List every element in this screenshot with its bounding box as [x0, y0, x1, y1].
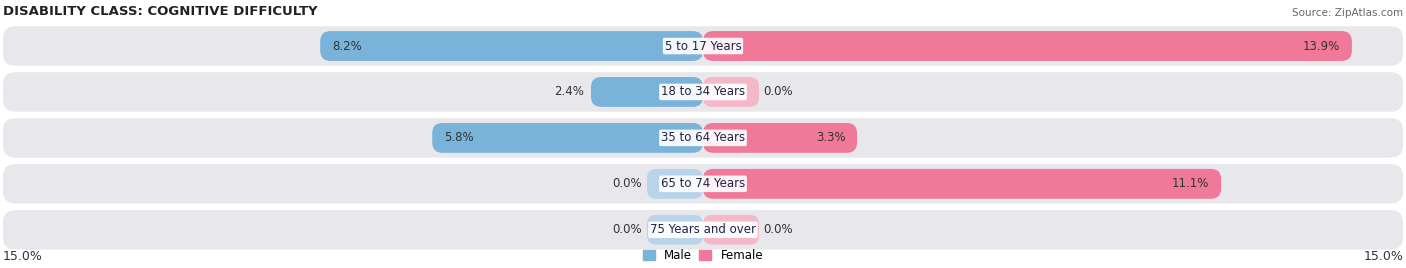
- FancyBboxPatch shape: [647, 215, 703, 245]
- Text: DISABILITY CLASS: COGNITIVE DIFFICULTY: DISABILITY CLASS: COGNITIVE DIFFICULTY: [3, 5, 318, 17]
- FancyBboxPatch shape: [3, 118, 1403, 158]
- FancyBboxPatch shape: [647, 169, 703, 199]
- Legend: Male, Female: Male, Female: [638, 245, 768, 267]
- Text: 3.3%: 3.3%: [815, 131, 845, 144]
- Text: 0.0%: 0.0%: [763, 223, 793, 236]
- Text: 2.4%: 2.4%: [554, 85, 583, 98]
- FancyBboxPatch shape: [321, 31, 703, 61]
- Text: 0.0%: 0.0%: [763, 85, 793, 98]
- Text: 5.8%: 5.8%: [444, 131, 474, 144]
- FancyBboxPatch shape: [3, 26, 1403, 66]
- FancyBboxPatch shape: [3, 164, 1403, 204]
- Text: 11.1%: 11.1%: [1173, 177, 1209, 190]
- Text: 35 to 64 Years: 35 to 64 Years: [661, 131, 745, 144]
- FancyBboxPatch shape: [3, 72, 1403, 112]
- Text: 15.0%: 15.0%: [3, 250, 42, 263]
- Text: 8.2%: 8.2%: [332, 39, 361, 53]
- FancyBboxPatch shape: [703, 31, 1353, 61]
- Text: 13.9%: 13.9%: [1303, 39, 1340, 53]
- FancyBboxPatch shape: [3, 210, 1403, 250]
- FancyBboxPatch shape: [591, 77, 703, 107]
- Text: 15.0%: 15.0%: [1364, 250, 1403, 263]
- Text: 18 to 34 Years: 18 to 34 Years: [661, 85, 745, 98]
- FancyBboxPatch shape: [703, 77, 759, 107]
- Text: 0.0%: 0.0%: [613, 223, 643, 236]
- Text: 65 to 74 Years: 65 to 74 Years: [661, 177, 745, 190]
- Text: 0.0%: 0.0%: [613, 177, 643, 190]
- FancyBboxPatch shape: [432, 123, 703, 153]
- FancyBboxPatch shape: [703, 169, 1222, 199]
- Text: 75 Years and over: 75 Years and over: [650, 223, 756, 236]
- Text: Source: ZipAtlas.com: Source: ZipAtlas.com: [1292, 8, 1403, 17]
- FancyBboxPatch shape: [703, 215, 759, 245]
- FancyBboxPatch shape: [703, 123, 858, 153]
- Text: 5 to 17 Years: 5 to 17 Years: [665, 39, 741, 53]
